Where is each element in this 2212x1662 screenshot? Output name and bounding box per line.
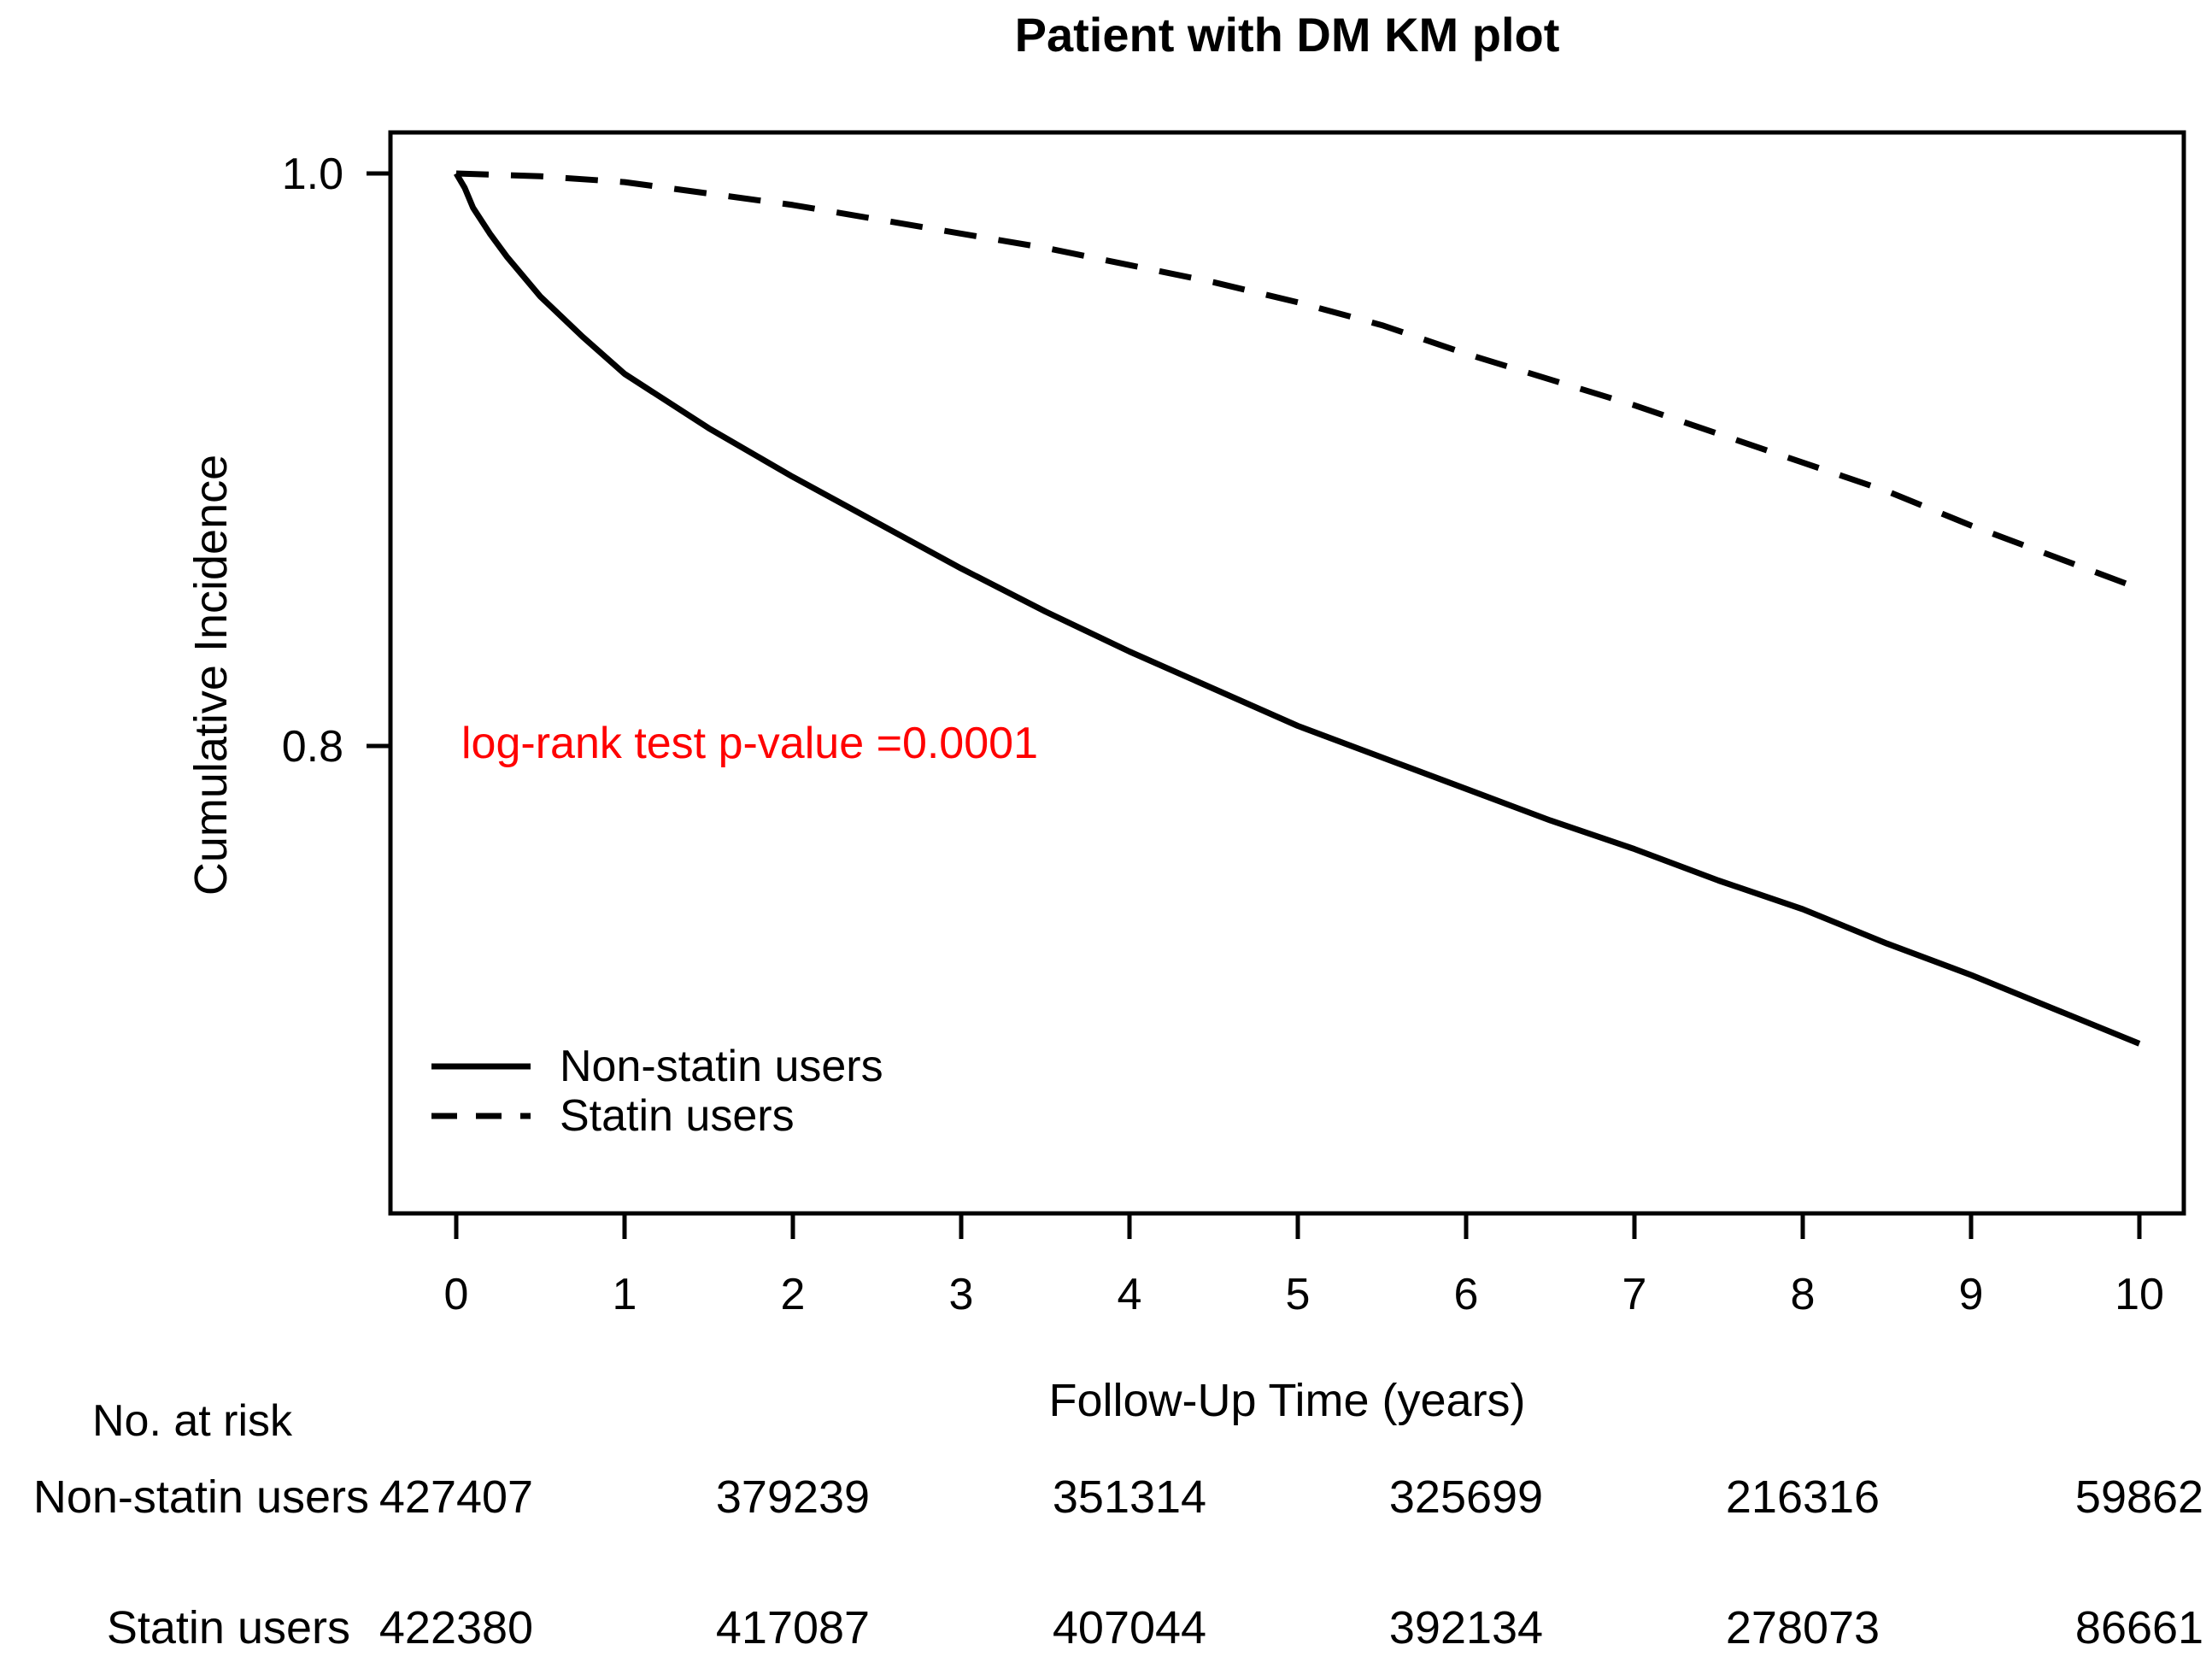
x-tick-label: 4 [1118, 1270, 1142, 1319]
risk-table-heading: No. at risk [92, 1396, 293, 1446]
solid-line-icon [431, 1063, 531, 1070]
x-tick-label: 7 [1622, 1270, 1647, 1319]
risk-value: 216316 [1725, 1471, 1880, 1523]
x-tick-label: 2 [781, 1270, 806, 1319]
x-tick-label: 1 [613, 1270, 637, 1319]
risk-value: 407044 [1052, 1602, 1207, 1653]
y-tick-label: 1.0 [282, 150, 343, 199]
risk-value: 59862 [2074, 1471, 2204, 1523]
risk-value: 86661 [2074, 1602, 2204, 1653]
x-tick-label: 0 [444, 1270, 469, 1319]
risk-value: 417087 [715, 1602, 871, 1653]
risk-value: 427407 [378, 1471, 534, 1523]
risk-value: 379239 [715, 1471, 871, 1523]
risk-row-label: Statin users [106, 1602, 350, 1653]
x-tick-label: 5 [1286, 1270, 1311, 1319]
km-curve-non-statin-users [453, 172, 2141, 1047]
risk-value: 278073 [1725, 1602, 1880, 1653]
km-curve-statin-users [455, 170, 2141, 592]
legend: Non-statin users Statin users [431, 1042, 883, 1141]
risk-row-label: Non-statin users [32, 1471, 369, 1523]
risk-value: 422380 [378, 1602, 534, 1653]
risk-value: 325699 [1388, 1471, 1544, 1523]
x-axis-title: Follow-Up Time (years) [1048, 1375, 1526, 1426]
legend-label: Non-statin users [560, 1042, 883, 1091]
legend-item-non-statin-users: Non-statin users [431, 1042, 883, 1091]
dashed-line-icon [431, 1113, 531, 1119]
risk-row-non-statin-users: Non-statin users 427407 379239 351314 325699… [0, 1468, 2212, 1526]
risk-value: 351314 [1052, 1471, 1207, 1523]
chart-title: Patient with DM KM plot [1014, 8, 1560, 62]
log-rank-annotation: log-rank test p-value =0.0001 [461, 719, 1038, 768]
risk-value: 392134 [1388, 1602, 1544, 1653]
x-tick-label: 6 [1454, 1270, 1479, 1319]
plot-border [388, 130, 2186, 1216]
x-tick-label: 8 [1791, 1270, 1816, 1319]
legend-item-statin-users: Statin users [431, 1091, 883, 1141]
risk-row-statin-users: Statin users 422380 417087 407044 392134 2780… [0, 1599, 2212, 1657]
y-tick-label: 0.8 [282, 722, 343, 772]
x-tick-label: 10 [2115, 1270, 2164, 1319]
legend-label: Statin users [560, 1091, 795, 1141]
x-tick-label: 9 [1959, 1270, 1984, 1319]
x-tick-label: 3 [949, 1270, 974, 1319]
